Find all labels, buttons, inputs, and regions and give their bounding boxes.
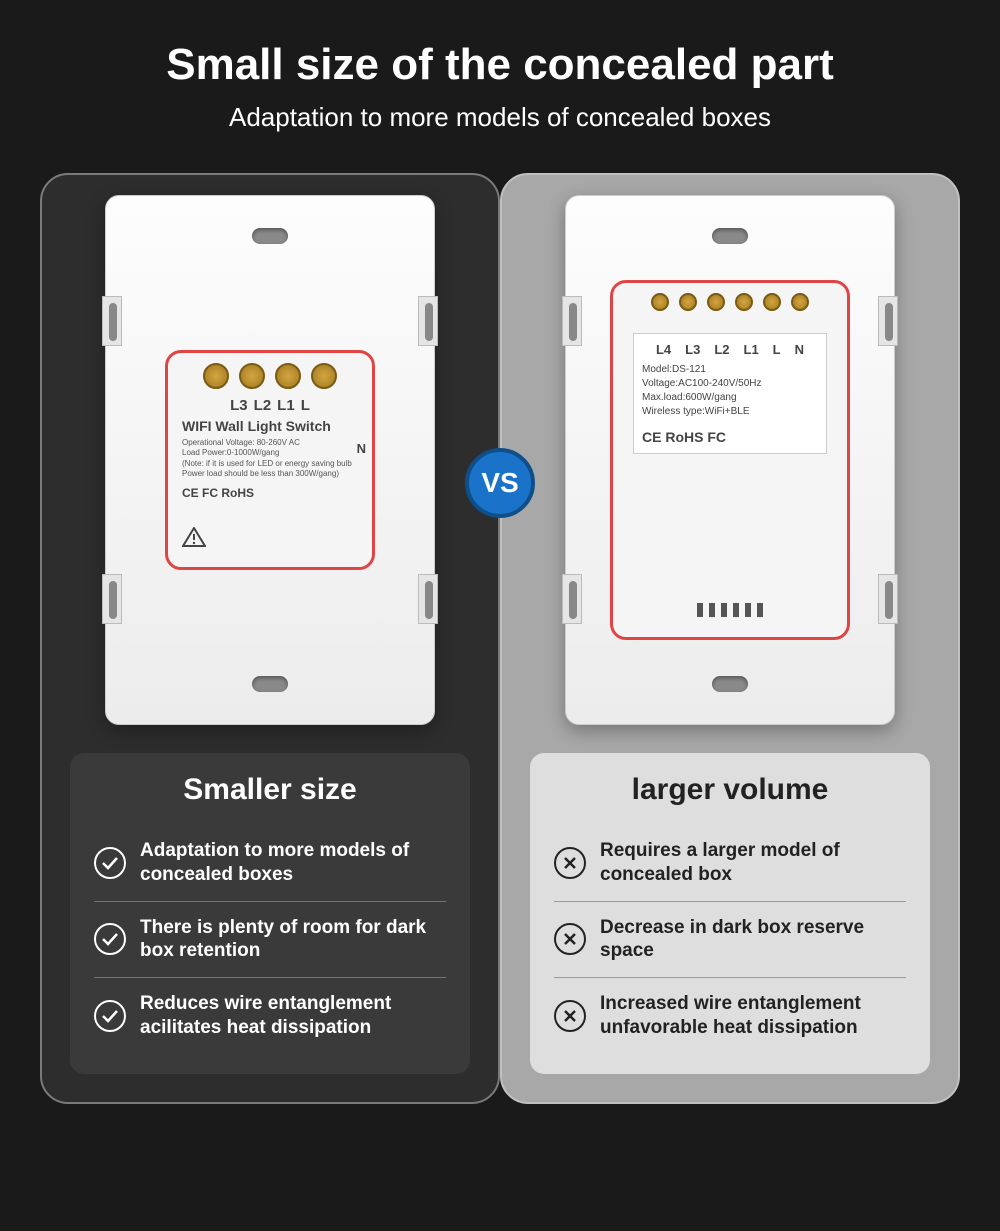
info-item: Requires a larger model of concealed box xyxy=(554,825,906,901)
side-tab xyxy=(418,296,438,346)
cert-row: CE RoHS FC xyxy=(642,429,818,445)
mount-hole-top xyxy=(252,228,288,244)
cross-icon xyxy=(554,923,586,955)
spec-label-box: L4 L3 L2 L1 L N Model:DS-121 Voltage:AC1… xyxy=(633,333,827,454)
terminal-icon xyxy=(679,293,697,311)
check-icon xyxy=(94,847,126,879)
check-icon xyxy=(94,923,126,955)
side-tab xyxy=(878,574,898,624)
terminals-row xyxy=(651,293,809,311)
terminals-row xyxy=(203,363,337,389)
panel-smaller: L3 L2 L1 L WIFI Wall Light Switch Operat… xyxy=(40,173,500,1104)
info-text: Requires a larger model of concealed box xyxy=(600,839,906,887)
terminal-label: L1 xyxy=(744,342,759,357)
device-left: L3 L2 L1 L WIFI Wall Light Switch Operat… xyxy=(105,195,435,725)
info-text: Adaptation to more models of concealed b… xyxy=(140,839,446,887)
spec-model: Model:DS-121 xyxy=(642,363,818,377)
panel-larger: L4 L3 L2 L1 L N Model:DS-121 Voltage:AC1… xyxy=(500,173,960,1104)
product-comparison-infographic: Small size of the concealed part Adaptat… xyxy=(0,0,1000,1134)
info-item: Decrease in dark box reserve space xyxy=(554,901,906,978)
terminal-label: L2 xyxy=(714,342,729,357)
mount-hole-bottom xyxy=(712,676,748,692)
terminal-label: L xyxy=(773,342,781,357)
terminal-icon xyxy=(311,363,337,389)
module-outline-right: L4 L3 L2 L1 L N Model:DS-121 Voltage:AC1… xyxy=(610,280,850,640)
terminal-icon xyxy=(735,293,753,311)
mount-hole-top xyxy=(712,228,748,244)
mount-hole-bottom xyxy=(252,676,288,692)
info-item: Adaptation to more models of concealed b… xyxy=(94,825,446,901)
n-terminal-label: N xyxy=(357,441,366,456)
terminal-label: L3 xyxy=(685,342,700,357)
terminal-icon xyxy=(239,363,265,389)
terminal-label: L3 xyxy=(230,397,248,414)
terminal-label: L xyxy=(301,397,310,414)
product-name: WIFI Wall Light Switch xyxy=(182,418,358,434)
vs-badge: VS xyxy=(465,448,535,518)
terminal-label: L4 xyxy=(656,342,671,357)
side-tab xyxy=(562,296,582,346)
spec-wireless: Wireless type:WiFi+BLE xyxy=(642,405,818,419)
bottom-notch-row xyxy=(697,603,763,617)
info-title: larger volume xyxy=(554,773,906,807)
check-icon xyxy=(94,1000,126,1032)
info-text: There is plenty of room for dark box ret… xyxy=(140,916,446,964)
cross-icon xyxy=(554,1000,586,1032)
terminal-icon xyxy=(203,363,229,389)
info-item: There is plenty of room for dark box ret… xyxy=(94,901,446,978)
subtitle: Adaptation to more models of concealed b… xyxy=(229,102,771,133)
spec-maxload: Max.load:600W/gang xyxy=(642,391,818,405)
side-tab xyxy=(102,296,122,346)
product-specs: Operational Voltage: 80-260V AC Load Pow… xyxy=(182,438,358,480)
terminal-icon xyxy=(763,293,781,311)
terminal-icon xyxy=(275,363,301,389)
side-tab xyxy=(418,574,438,624)
info-text: Increased wire entanglement unfavorable … xyxy=(600,992,906,1040)
info-title: Smaller size xyxy=(94,773,446,807)
side-tab xyxy=(878,296,898,346)
comparison-row: L3 L2 L1 L WIFI Wall Light Switch Operat… xyxy=(40,173,960,1104)
caution-icon xyxy=(182,527,206,547)
cross-icon xyxy=(554,847,586,879)
info-item: Increased wire entanglement unfavorable … xyxy=(554,977,906,1054)
module-outline-left: L3 L2 L1 L WIFI Wall Light Switch Operat… xyxy=(165,350,375,570)
terminal-label: L1 xyxy=(277,397,295,414)
side-tab xyxy=(102,574,122,624)
main-title: Small size of the concealed part xyxy=(166,40,834,90)
info-box-smaller: Smaller size Adaptation to more models o… xyxy=(70,753,470,1074)
spec-voltage: Voltage:AC100-240V/50Hz xyxy=(642,377,818,391)
module-label-area: L3 L2 L1 L WIFI Wall Light Switch Operat… xyxy=(168,397,372,500)
info-text: Reduces wire entanglement acilitates hea… xyxy=(140,992,446,1040)
device-right: L4 L3 L2 L1 L N Model:DS-121 Voltage:AC1… xyxy=(565,195,895,725)
terminal-icon xyxy=(707,293,725,311)
cert-row: CE FC RoHS xyxy=(182,486,358,500)
info-box-larger: larger volume Requires a larger model of… xyxy=(530,753,930,1074)
terminal-label: N xyxy=(795,342,804,357)
terminal-label: L2 xyxy=(254,397,272,414)
info-item: Reduces wire entanglement acilitates hea… xyxy=(94,977,446,1054)
side-tab xyxy=(562,574,582,624)
info-text: Decrease in dark box reserve space xyxy=(600,916,906,964)
terminal-icon xyxy=(651,293,669,311)
terminal-icon xyxy=(791,293,809,311)
